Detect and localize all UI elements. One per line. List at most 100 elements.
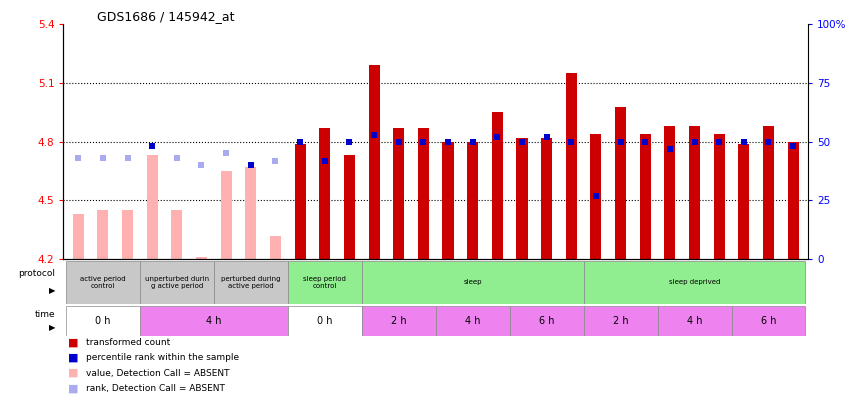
Point (663, 145, 677, 152)
Bar (436, 306, 509, 336)
Bar (66, 306, 140, 336)
Bar (393, 128, 404, 259)
Bar (122, 210, 133, 259)
Point (589, 192, 602, 199)
Text: transformed count: transformed count (86, 338, 171, 347)
Bar (442, 142, 453, 259)
Text: 6 h: 6 h (539, 316, 554, 326)
Point (170, 155, 184, 162)
Bar (566, 73, 577, 259)
Bar (369, 65, 380, 259)
Bar (294, 144, 305, 259)
Point (540, 134, 553, 140)
Bar (343, 156, 355, 259)
Text: ▶: ▶ (48, 286, 55, 296)
Bar (591, 134, 602, 259)
Bar (763, 126, 774, 259)
Point (466, 139, 480, 145)
Point (121, 155, 135, 162)
Bar (214, 261, 288, 304)
Text: unperturbed durin
g active period: unperturbed durin g active period (145, 276, 209, 289)
Text: ▶: ▶ (48, 322, 55, 332)
Bar (788, 142, 799, 259)
Bar (418, 128, 429, 259)
Bar (146, 156, 157, 259)
Text: 4 h: 4 h (687, 316, 702, 326)
Text: perturbed during
active period: perturbed during active period (221, 276, 281, 289)
Bar (467, 142, 478, 259)
Text: 4 h: 4 h (465, 316, 481, 326)
Bar (288, 306, 362, 336)
Bar (657, 306, 732, 336)
Text: percentile rank within the sample: percentile rank within the sample (86, 353, 239, 362)
Bar (97, 210, 108, 259)
Point (392, 139, 405, 145)
Point (244, 162, 257, 168)
Bar (516, 138, 528, 259)
Point (195, 162, 208, 168)
Point (269, 157, 283, 164)
Text: time: time (35, 310, 55, 320)
Text: 0 h: 0 h (317, 316, 332, 326)
Point (515, 139, 529, 145)
Point (416, 139, 430, 145)
Text: ■: ■ (68, 368, 78, 378)
Point (761, 139, 775, 145)
Bar (270, 236, 281, 259)
Bar (640, 134, 651, 259)
Bar (171, 210, 183, 259)
Text: 2 h: 2 h (391, 316, 407, 326)
Bar (509, 306, 584, 336)
Point (219, 150, 233, 157)
Point (318, 157, 332, 164)
Text: sleep deprived: sleep deprived (669, 279, 720, 286)
Text: ■: ■ (68, 337, 78, 347)
Text: 6 h: 6 h (761, 316, 777, 326)
Point (71, 155, 85, 162)
Point (614, 139, 628, 145)
Text: ■: ■ (68, 353, 78, 362)
Point (688, 139, 701, 145)
Point (343, 139, 356, 145)
Text: sleep: sleep (464, 279, 482, 286)
Bar (221, 171, 232, 259)
Point (367, 132, 381, 138)
Point (737, 139, 750, 145)
Bar (245, 167, 256, 259)
Bar (140, 261, 214, 304)
Text: active period
control: active period control (80, 276, 126, 289)
Bar (140, 306, 288, 336)
Bar (362, 306, 436, 336)
Point (639, 139, 652, 145)
Bar (714, 134, 725, 259)
Point (787, 143, 800, 150)
Text: 4 h: 4 h (206, 316, 222, 326)
Bar (584, 261, 805, 304)
Bar (288, 261, 362, 304)
Bar (492, 113, 503, 259)
Bar (541, 138, 552, 259)
Text: protocol: protocol (18, 269, 55, 279)
Bar (732, 306, 805, 336)
Text: 2 h: 2 h (613, 316, 629, 326)
Bar (739, 144, 750, 259)
Point (442, 139, 455, 145)
Text: GDS1686 / 145942_at: GDS1686 / 145942_at (97, 10, 235, 23)
Bar (584, 306, 657, 336)
Point (96, 155, 110, 162)
Bar (66, 261, 140, 304)
Point (294, 139, 307, 145)
Bar (73, 214, 84, 259)
Point (712, 139, 726, 145)
Bar (319, 128, 330, 259)
Point (564, 139, 578, 145)
Point (146, 143, 159, 150)
Bar (196, 257, 207, 259)
Text: rank, Detection Call = ABSENT: rank, Detection Call = ABSENT (86, 384, 225, 393)
Text: ■: ■ (68, 384, 78, 393)
Bar (664, 126, 675, 259)
Bar (362, 261, 584, 304)
Text: sleep period
control: sleep period control (304, 276, 346, 289)
Text: 0 h: 0 h (95, 316, 111, 326)
Point (491, 134, 504, 140)
